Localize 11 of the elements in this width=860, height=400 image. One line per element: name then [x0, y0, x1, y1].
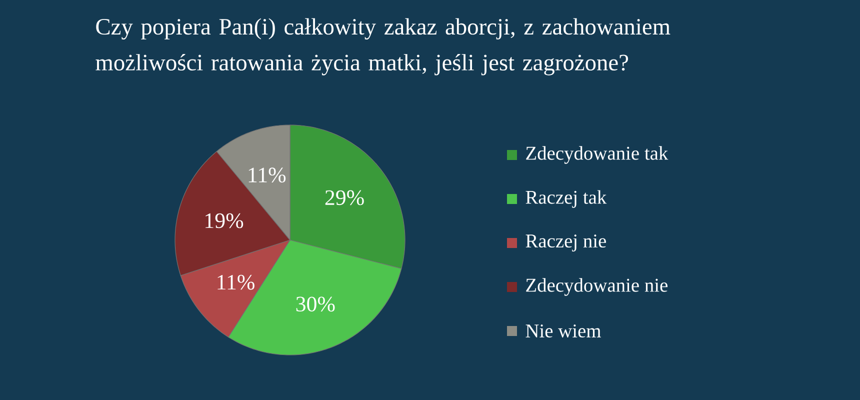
data-label: 30% [296, 296, 335, 312]
data-label: 19% [206, 213, 244, 228]
data-label: 11% [218, 274, 254, 290]
legend-label: Zdecydowanie tak [526, 146, 668, 164]
data-label: 11% [248, 168, 286, 183]
legend-label: Nie wiem [526, 324, 601, 338]
legend-label: Zdecydowanie nie [526, 278, 668, 296]
chart-title: Czy popiera Pan(i) całkowity zakaz aborcji, z zachowaniem możliwości ratowania życia matki, jeśli jest zagrożone? [96, 18, 670, 76]
legend-label: Raczej tak [526, 190, 607, 208]
legend-label: Raczej nie [526, 234, 606, 252]
data-label: 29% [325, 190, 364, 206]
